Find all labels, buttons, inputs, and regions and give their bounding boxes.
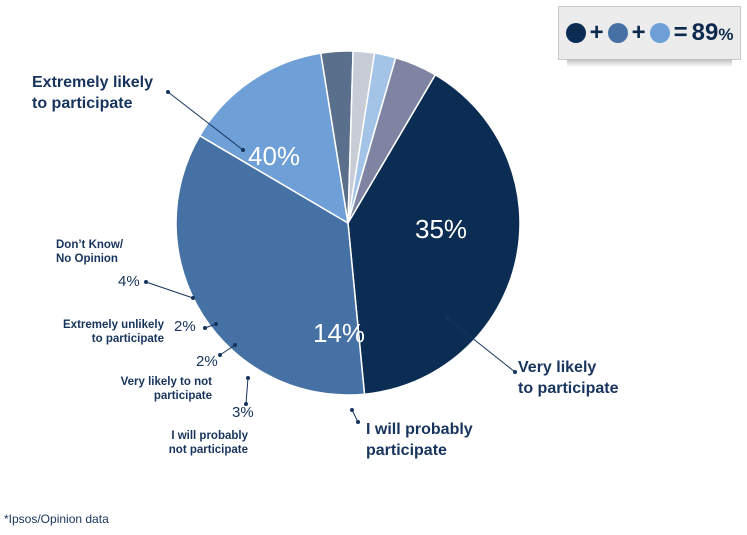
leader-line [145,281,194,299]
leader-dot [356,420,360,424]
leader-dot [246,376,250,380]
leader-dot [191,296,195,300]
label-dont-know: Don’t Know/ No Opinion [56,239,124,265]
dot-extremely-likely [565,23,586,43]
pct-extremely-unlikely: 2% [174,318,196,335]
leader-line [219,344,236,356]
pct-probably-not: 3% [232,404,254,421]
label-extremely-likely: Extremely likely to participate [32,74,153,112]
pct-probably: 14% [313,318,366,348]
leader-dot [144,280,148,284]
slice-extremely-likely [347,73,521,396]
summary-total: 89% [691,19,734,46]
label-extremely-unlikely: Extremely unlikely to participate [63,319,164,345]
leader-dot [218,353,222,357]
leader-dot [241,148,245,152]
slice-probably [198,52,349,225]
label-probably: I will probably participate [366,421,473,459]
leader-dot [214,322,218,326]
leader-line [351,409,359,423]
leader-dot [445,316,449,320]
equals-sign: = [673,19,688,46]
label-very-likely: Very likely to participate [518,359,619,397]
summary-box: + + = 89% [558,6,741,67]
plus-sign: + [589,19,604,46]
pct-dont-know: 4% [118,273,140,290]
label-probably-not: I will probably not participate [168,430,248,456]
footnote: *Ipsos/Opinion data [4,512,109,526]
leader-dot [166,90,170,94]
leader-line [446,317,516,373]
leader-dot [244,402,248,406]
plus-sign: + [631,19,646,46]
leader-dot [233,343,237,347]
leader-dot [203,326,207,330]
leader-dot [513,370,517,374]
slice-dont-know [347,56,437,224]
slice-very-likely [175,134,366,396]
leader-line [167,91,244,151]
dot-probably [649,23,670,43]
pct-very-likely: 35% [415,214,468,244]
dot-very-likely [607,23,628,43]
leader-line [245,377,249,405]
pct-very-likely-not: 2% [196,353,218,370]
pct-extremely-likely: 40% [248,141,301,171]
label-very-likely-not: Very likely to not participate [120,376,212,402]
leader-dot [350,408,354,412]
